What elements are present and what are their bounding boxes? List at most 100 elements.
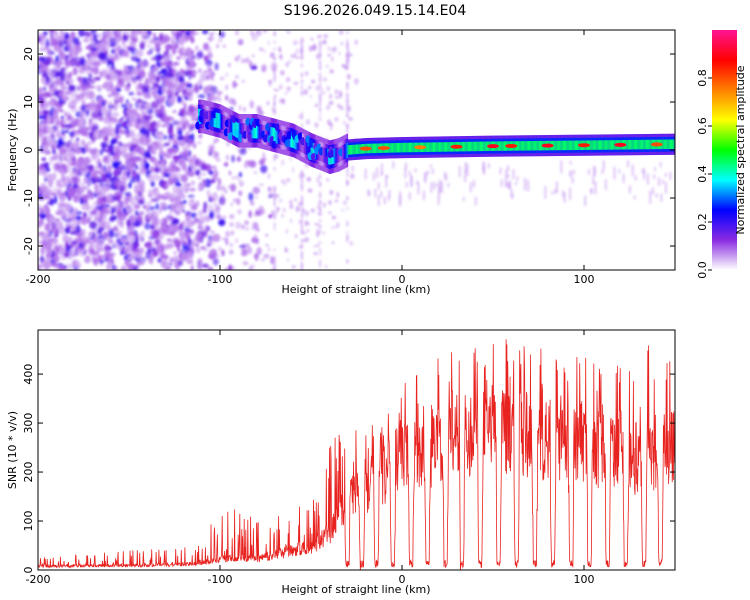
- heatmap-cell: [377, 182, 380, 190]
- heatmap-cell: [273, 216, 276, 220]
- heatmap-cell: [185, 64, 193, 70]
- heatmap-cell: [242, 123, 245, 139]
- heatmap-cell: [289, 132, 292, 148]
- heatmap-cell: [38, 219, 45, 226]
- heatmap-cell: [273, 222, 276, 227]
- heatmap-cell: [163, 227, 171, 231]
- heatmap-cell: [183, 110, 190, 116]
- heatmap-cell: [150, 180, 155, 187]
- heatmap-cell: [202, 230, 208, 238]
- heatmap-cell: [87, 179, 92, 186]
- heatmap-cell: [68, 116, 76, 124]
- heatmap-cell: [130, 197, 134, 205]
- heatmap-cell: [126, 208, 133, 213]
- heatmap-cell: [263, 156, 267, 161]
- x-tick-label: 0: [399, 573, 406, 586]
- heatmap-cell: [536, 140, 539, 151]
- heatmap-cell: [346, 220, 349, 225]
- heatmap-cell: [81, 104, 86, 112]
- heatmap-cell: [149, 259, 154, 265]
- heatmap-cell: [204, 215, 211, 222]
- heatmap-cell: [168, 134, 173, 140]
- heatmap-cell: [54, 248, 59, 257]
- heatmap-cell: [69, 143, 76, 149]
- heatmap-cell: [101, 60, 107, 64]
- heatmap-ridge-layer: [195, 99, 675, 174]
- heatmap-cell: [172, 224, 178, 230]
- heatmap-cell: [323, 34, 328, 39]
- heatmap-cell: [316, 243, 320, 248]
- heatmap-cell: [78, 146, 85, 151]
- heatmap-cell: [112, 225, 119, 232]
- heatmap-cell: [300, 170, 303, 173]
- heatmap-cell: [258, 47, 264, 52]
- heatmap-cell: [319, 61, 322, 67]
- heatmap-cell: [462, 141, 464, 152]
- heatmap-cell: [300, 244, 303, 248]
- heatmap-cell: [659, 162, 662, 168]
- heatmap-cell: [42, 86, 47, 92]
- heatmap-cell: [189, 58, 195, 66]
- heatmap-cell: [217, 246, 222, 252]
- heatmap-cell: [69, 248, 74, 255]
- heatmap-cell: [80, 130, 88, 137]
- heatmap-cell: [262, 30, 268, 34]
- heatmap-cell: [300, 171, 303, 176]
- heatmap-cell: [108, 229, 115, 239]
- heatmap-cell: [593, 140, 595, 150]
- heatmap-cell: [210, 144, 215, 154]
- heatmap-cell: [163, 231, 172, 235]
- heatmap-cell: [519, 141, 521, 151]
- heatmap-cell: [136, 91, 143, 96]
- heatmap-cell: [638, 139, 640, 150]
- heatmap-cell: [267, 40, 270, 45]
- heatmap-cell: [253, 253, 259, 259]
- heatmap-cell: [553, 140, 555, 151]
- heatmap-cell: [601, 140, 603, 150]
- heatmap-cell: [594, 140, 596, 150]
- heatmap-cell: [214, 112, 216, 128]
- heatmap-cell: [59, 30, 64, 38]
- heatmap-cell: [67, 72, 73, 79]
- heatmap-cell: [170, 170, 177, 178]
- heatmap-cell: [484, 141, 486, 152]
- heatmap-cell: [257, 123, 259, 139]
- heatmap-cell: [114, 46, 120, 53]
- heatmap-cell: [237, 178, 241, 182]
- heatmap-cell: [281, 214, 284, 218]
- heatmap-cell: [100, 185, 108, 192]
- heatmap-cell: [108, 176, 113, 182]
- heatmap-cell: [134, 210, 139, 216]
- heatmap-cell: [85, 71, 90, 75]
- heatmap-cell: [328, 93, 333, 99]
- heatmap-cell: [351, 144, 353, 155]
- heatmap-cell: [334, 89, 338, 95]
- heatmap-cell: [58, 100, 66, 105]
- heatmap-cell: [221, 249, 225, 257]
- heatmap-cell: [438, 186, 441, 198]
- heatmap-cell: [590, 140, 592, 150]
- heatmap-cell: [81, 236, 85, 242]
- heatmap-cell: [641, 139, 643, 150]
- heatmap-cell: [537, 140, 540, 151]
- heatmap-cell: [225, 94, 229, 101]
- heatmap-peak: [487, 144, 499, 149]
- heatmap-cell: [223, 115, 225, 131]
- heatmap-cell: [531, 141, 533, 151]
- heatmap-cell: [275, 128, 278, 144]
- heatmap-cell: [602, 140, 604, 150]
- heatmap-cell: [43, 188, 52, 196]
- heatmap-cell: [569, 187, 572, 200]
- heatmap-cell: [83, 258, 89, 263]
- heatmap-cell: [124, 191, 132, 197]
- heatmap-cell: [56, 243, 65, 248]
- heatmap-cell: [213, 111, 215, 128]
- heatmap-cell: [503, 141, 506, 151]
- heatmap-cell: [206, 243, 212, 247]
- heatmap-cell: [622, 173, 625, 183]
- heatmap-cell: [336, 147, 339, 163]
- heatmap-cell: [335, 147, 338, 164]
- heatmap-cell: [305, 219, 308, 227]
- heatmap-cell: [300, 43, 303, 46]
- heatmap-cell: [61, 153, 66, 162]
